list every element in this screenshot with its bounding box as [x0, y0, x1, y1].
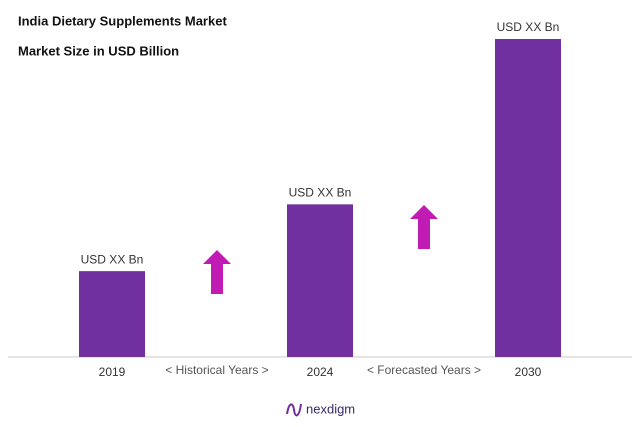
bar	[495, 39, 561, 357]
period-label: < Historical Years >	[165, 363, 268, 377]
growth-arrow	[203, 250, 231, 294]
x-tick-label: 2030	[515, 365, 542, 379]
value-label: USD XX Bn	[289, 186, 352, 200]
x-tick-label: 2019	[99, 365, 126, 379]
x-tick-label: 2024	[307, 365, 334, 379]
bar	[79, 271, 145, 357]
growth-arrow	[410, 205, 438, 249]
period-label: < Forecasted Years >	[367, 363, 481, 377]
logo-text: nexdigm	[306, 401, 355, 416]
value-label: USD XX Bn	[81, 252, 144, 266]
chart-subtitle: Market Size in USD Billion	[18, 43, 179, 58]
chart-title: India Dietary Supplements Market	[18, 13, 227, 28]
value-label: USD XX Bn	[497, 20, 560, 34]
bar	[287, 204, 353, 357]
logo-icon	[286, 403, 302, 417]
